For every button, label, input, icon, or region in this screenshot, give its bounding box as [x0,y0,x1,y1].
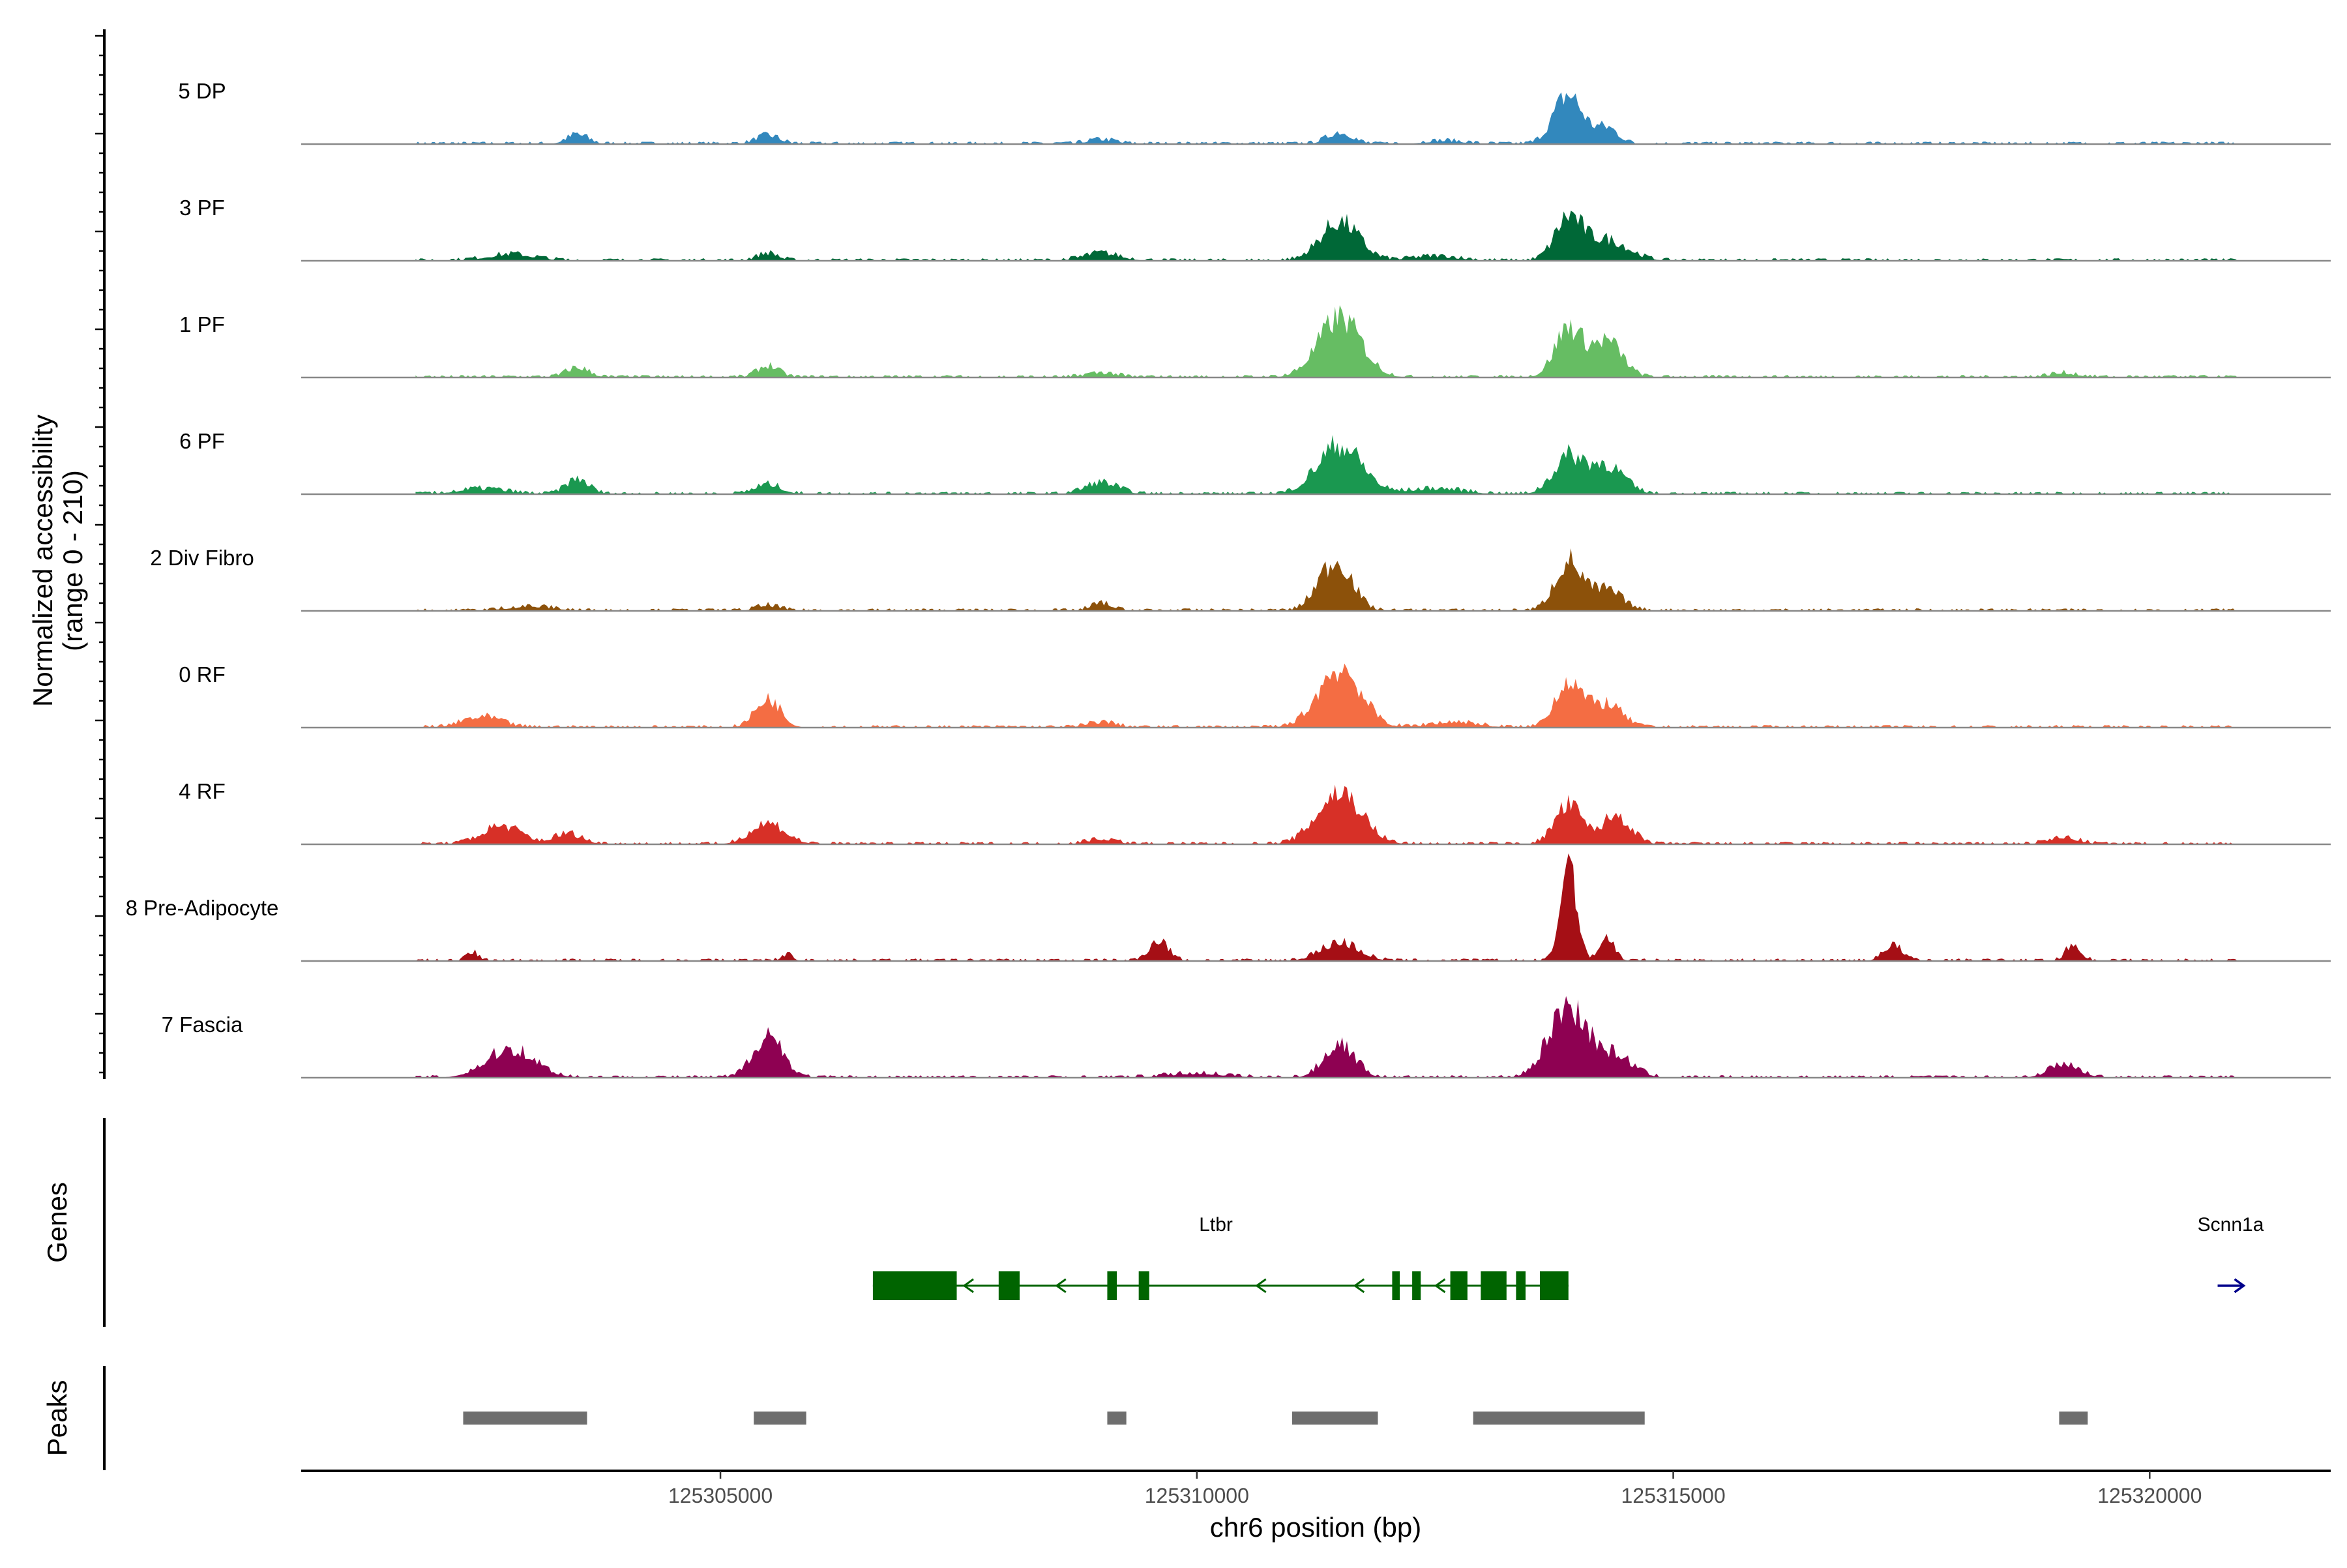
track-label: 0 RF [179,662,226,687]
strand-arrow [1255,1278,1267,1294]
coverage-area [415,784,2283,844]
genes-panel-label: Genes [42,1182,72,1263]
coverage-track: 8 Pre-Adipocyte [126,853,2331,962]
coverage-track: 4 RF [179,779,2331,846]
gene-exon [1138,1271,1149,1300]
strand-arrow [1055,1278,1067,1294]
strand-arrow [1434,1278,1446,1294]
x-tick-label: 125305000 [668,1484,773,1507]
gene-label: Ltbr [1199,1214,1233,1235]
gene-exon [1107,1271,1117,1300]
strand-arrow [1353,1278,1365,1294]
gene-exon [1481,1271,1507,1300]
peak-region [1107,1412,1127,1425]
strand-arrow [962,1278,974,1294]
coverage-area [415,996,2283,1078]
y-axis-ticks [95,35,104,1074]
gene-model: Scnn1a [2198,1214,2264,1294]
x-tick-label: 125315000 [1621,1484,1725,1507]
y-axis-title: Normalized accessibility [27,415,58,707]
gene-label: Scnn1a [2198,1214,2264,1235]
x-axis-title: chr6 position (bp) [1210,1512,1422,1543]
track-label: 1 PF [179,312,225,336]
track-label: 3 PF [179,196,225,220]
coverage-area [415,663,2283,728]
strand-arrow-head [2234,1278,2246,1294]
coverage-area [415,211,2283,261]
peak-region [463,1412,587,1425]
coverage-track: 0 RF [179,662,2331,729]
track-label: 8 Pre-Adipocyte [126,896,279,920]
track-label: 4 RF [179,779,226,803]
gene-exon [1539,1271,1569,1300]
coverage-area [415,435,2283,494]
coverage-track: 3 PF [179,196,2331,262]
gene-model: Ltbr [872,1214,1569,1300]
peak-region [2059,1412,2088,1425]
gene-exon [1450,1271,1468,1300]
coverage-tracks: 5 DP 3 PF 1 PF 6 PF 2 Div Fibro 0 RF 4 RF 8 Pre… [126,79,2331,1079]
gene-exon [1412,1271,1421,1300]
coverage-area [415,548,2283,611]
coverage-track: 6 PF [179,429,2331,496]
track-label: 2 Div Fibro [150,546,254,570]
track-label: 6 PF [179,429,225,453]
peak-region [1292,1412,1378,1425]
track-label: 7 Fascia [162,1013,243,1037]
coverage-area [415,305,2283,377]
peaks-panel-label: Peaks [42,1380,72,1457]
coverage-track: 7 Fascia [162,996,2331,1079]
gene-exon [1516,1271,1526,1300]
x-axis-ticks: 125305000 125310000 125315000 125320000 [668,1471,2202,1507]
gene-exon [1392,1271,1400,1300]
genes-panel: Ltbr Scnn1a [872,1214,2264,1300]
track-label: 5 DP [178,79,226,103]
gene-exon [998,1271,1020,1300]
peak-region [754,1412,806,1425]
coverage-track: 5 DP [178,79,2331,145]
coverage-track: 1 PF [179,305,2331,379]
x-tick-label: 125310000 [1145,1484,1249,1507]
coverage-track: 2 Div Fibro [150,546,2331,612]
peaks-panel [463,1412,2088,1425]
peak-region [1473,1412,1645,1425]
x-tick-label: 125320000 [2097,1484,2202,1507]
y-axis-range-label: (range 0 - 210) [57,470,88,651]
coverage-area [415,853,2283,961]
coverage-area [415,92,2283,144]
gene-exon [872,1271,957,1300]
